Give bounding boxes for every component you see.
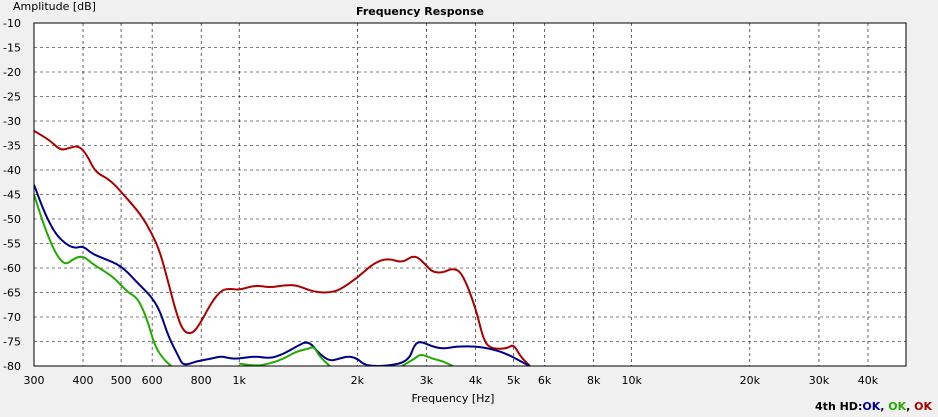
x-tick-label: 30k xyxy=(809,374,830,387)
y-tick-label: -55 xyxy=(3,238,21,251)
y-tick-label: -50 xyxy=(3,213,21,226)
status-item: OK xyxy=(862,400,881,413)
y-tick-label: -80 xyxy=(3,360,21,373)
status-prefix: 4th HD: xyxy=(815,400,863,413)
y-tick-label: -15 xyxy=(3,42,21,55)
chart-title: Frequency Response xyxy=(356,5,484,18)
y-tick-label: -65 xyxy=(3,287,21,300)
series-line-1 xyxy=(34,184,531,366)
x-tick-label: 5k xyxy=(507,374,521,387)
y-tick-label: -30 xyxy=(3,115,21,128)
x-axis-title: Frequency [Hz] xyxy=(411,392,495,405)
status-separator: , xyxy=(906,400,915,413)
y-tick-label: -35 xyxy=(3,140,21,153)
y-tick-label: -60 xyxy=(3,262,21,275)
harmonic-distortion-status: 4th HD:OK, OK, OK xyxy=(815,400,932,413)
x-tick-label: 3k xyxy=(420,374,434,387)
y-tick-label: -40 xyxy=(3,164,21,177)
status-separator: , xyxy=(880,400,889,413)
series-line-2 xyxy=(34,194,172,366)
y-tick-label: -20 xyxy=(3,66,21,79)
y-tick-label: -70 xyxy=(3,311,21,324)
plot-area xyxy=(34,23,906,366)
x-tick-label: 800 xyxy=(191,374,212,387)
x-tick-label: 300 xyxy=(24,374,45,387)
y-axis-title: Amplitude [dB] xyxy=(13,0,96,13)
x-tick-label: 40k xyxy=(858,374,879,387)
series-line-3 xyxy=(239,346,331,366)
x-tick-label: 600 xyxy=(142,374,163,387)
x-tick-label: 1k xyxy=(233,374,247,387)
status-item: OK xyxy=(888,400,907,413)
x-tick-label: 400 xyxy=(73,374,94,387)
y-tick-label: -75 xyxy=(3,336,21,349)
series-line-4 xyxy=(401,354,454,366)
series-line-0 xyxy=(34,129,531,366)
x-tick-label: 2k xyxy=(351,374,365,387)
x-tick-label: 20k xyxy=(740,374,761,387)
x-tick-label: 8k xyxy=(587,374,601,387)
y-tick-label: -10 xyxy=(3,17,21,30)
y-tick-label: -45 xyxy=(3,189,21,202)
x-tick-label: 6k xyxy=(538,374,552,387)
plot-frame xyxy=(33,22,907,367)
x-tick-label: 10k xyxy=(621,374,642,387)
x-tick-label: 4k xyxy=(469,374,483,387)
y-tick-label: -25 xyxy=(3,91,21,104)
status-item: OK xyxy=(914,400,932,413)
x-tick-label: 500 xyxy=(111,374,132,387)
